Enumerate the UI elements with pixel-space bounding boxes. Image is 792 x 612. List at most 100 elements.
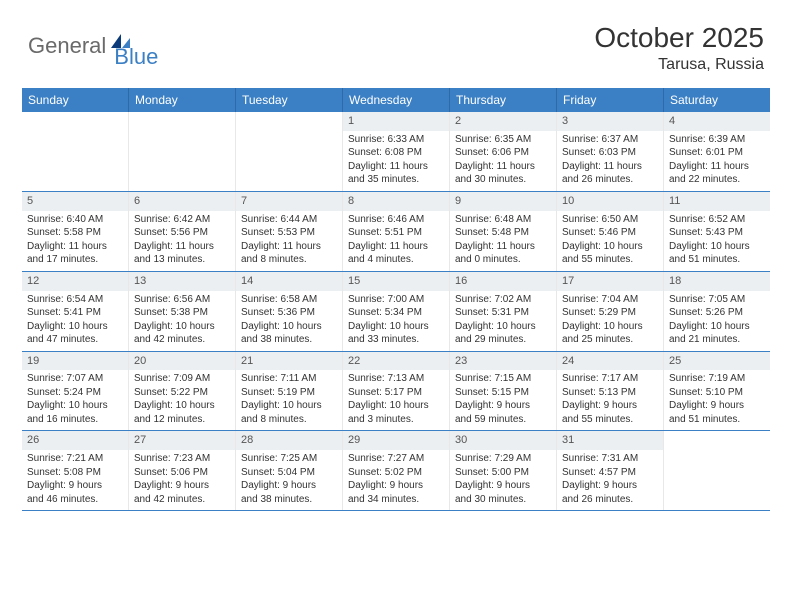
sunrise-text: Sunrise: 6:39 AM (669, 133, 765, 147)
day-number: 25 (664, 352, 770, 371)
day-cell: 29Sunrise: 7:27 AMSunset: 5:02 PMDayligh… (343, 431, 450, 510)
day-details: Sunrise: 7:25 AMSunset: 5:04 PMDaylight:… (236, 450, 342, 510)
day-details: Sunrise: 7:02 AMSunset: 5:31 PMDaylight:… (450, 291, 556, 351)
logo-text-blue: Blue (114, 44, 158, 70)
daylight-text: and 13 minutes. (134, 253, 230, 267)
sunrise-text: Sunrise: 7:09 AM (134, 372, 230, 386)
daylight-text: and 0 minutes. (455, 253, 551, 267)
day-cell: 6Sunrise: 6:42 AMSunset: 5:56 PMDaylight… (129, 192, 236, 271)
sunrise-text: Sunrise: 7:31 AM (562, 452, 658, 466)
sunset-text: Sunset: 5:53 PM (241, 226, 337, 240)
daylight-text: and 55 minutes. (562, 253, 658, 267)
daylight-text: and 33 minutes. (348, 333, 444, 347)
day-details: Sunrise: 6:33 AMSunset: 6:08 PMDaylight:… (343, 131, 449, 191)
daylight-text: Daylight: 10 hours (134, 320, 230, 334)
sunrise-text: Sunrise: 6:46 AM (348, 213, 444, 227)
day-cell: 7Sunrise: 6:44 AMSunset: 5:53 PMDaylight… (236, 192, 343, 271)
daylight-text: Daylight: 11 hours (348, 240, 444, 254)
day-cell (129, 112, 236, 191)
day-number: 3 (557, 112, 663, 131)
daylight-text: Daylight: 10 hours (348, 399, 444, 413)
day-number: 21 (236, 352, 342, 371)
daylight-text: Daylight: 11 hours (241, 240, 337, 254)
day-details: Sunrise: 7:29 AMSunset: 5:00 PMDaylight:… (450, 450, 556, 510)
daylight-text: Daylight: 11 hours (455, 160, 551, 174)
sunrise-text: Sunrise: 7:29 AM (455, 452, 551, 466)
week-row: 26Sunrise: 7:21 AMSunset: 5:08 PMDayligh… (22, 431, 770, 511)
sunset-text: Sunset: 5:51 PM (348, 226, 444, 240)
day-number: 24 (557, 352, 663, 371)
weekday-header: Sunday (22, 88, 129, 112)
day-cell: 18Sunrise: 7:05 AMSunset: 5:26 PMDayligh… (664, 272, 770, 351)
day-number: 20 (129, 352, 235, 371)
daylight-text: Daylight: 10 hours (134, 399, 230, 413)
header: General Blue October 2025 Tarusa, Russia (0, 0, 792, 82)
daylight-text: Daylight: 10 hours (669, 320, 765, 334)
daylight-text: Daylight: 10 hours (241, 320, 337, 334)
day-cell: 21Sunrise: 7:11 AMSunset: 5:19 PMDayligh… (236, 352, 343, 431)
sunrise-text: Sunrise: 7:25 AM (241, 452, 337, 466)
day-cell: 8Sunrise: 6:46 AMSunset: 5:51 PMDaylight… (343, 192, 450, 271)
day-cell: 22Sunrise: 7:13 AMSunset: 5:17 PMDayligh… (343, 352, 450, 431)
daylight-text: and 21 minutes. (669, 333, 765, 347)
sunset-text: Sunset: 5:38 PM (134, 306, 230, 320)
sunset-text: Sunset: 5:13 PM (562, 386, 658, 400)
day-cell: 25Sunrise: 7:19 AMSunset: 5:10 PMDayligh… (664, 352, 770, 431)
day-details: Sunrise: 6:40 AMSunset: 5:58 PMDaylight:… (22, 211, 128, 271)
day-number: 12 (22, 272, 128, 291)
daylight-text: and 22 minutes. (669, 173, 765, 187)
day-details: Sunrise: 6:46 AMSunset: 5:51 PMDaylight:… (343, 211, 449, 271)
daylight-text: and 8 minutes. (241, 413, 337, 427)
weekday-header: Saturday (664, 88, 770, 112)
day-number: 23 (450, 352, 556, 371)
sunrise-text: Sunrise: 6:37 AM (562, 133, 658, 147)
daylight-text: Daylight: 9 hours (455, 399, 551, 413)
sunset-text: Sunset: 5:36 PM (241, 306, 337, 320)
day-cell (236, 112, 343, 191)
sunrise-text: Sunrise: 6:54 AM (27, 293, 123, 307)
sunset-text: Sunset: 5:04 PM (241, 466, 337, 480)
day-details: Sunrise: 7:17 AMSunset: 5:13 PMDaylight:… (557, 370, 663, 430)
sunrise-text: Sunrise: 6:44 AM (241, 213, 337, 227)
day-cell: 17Sunrise: 7:04 AMSunset: 5:29 PMDayligh… (557, 272, 664, 351)
sunrise-text: Sunrise: 6:42 AM (134, 213, 230, 227)
daylight-text: and 47 minutes. (27, 333, 123, 347)
sunset-text: Sunset: 5:26 PM (669, 306, 765, 320)
day-cell: 5Sunrise: 6:40 AMSunset: 5:58 PMDaylight… (22, 192, 129, 271)
title-block: October 2025 Tarusa, Russia (594, 22, 764, 74)
day-cell: 3Sunrise: 6:37 AMSunset: 6:03 PMDaylight… (557, 112, 664, 191)
daylight-text: and 16 minutes. (27, 413, 123, 427)
day-details: Sunrise: 6:56 AMSunset: 5:38 PMDaylight:… (129, 291, 235, 351)
day-number: 19 (22, 352, 128, 371)
sunrise-text: Sunrise: 7:04 AM (562, 293, 658, 307)
day-details: Sunrise: 7:11 AMSunset: 5:19 PMDaylight:… (236, 370, 342, 430)
daylight-text: and 42 minutes. (134, 493, 230, 507)
weekday-header: Wednesday (343, 88, 450, 112)
day-cell: 19Sunrise: 7:07 AMSunset: 5:24 PMDayligh… (22, 352, 129, 431)
day-number: 26 (22, 431, 128, 450)
sunset-text: Sunset: 5:43 PM (669, 226, 765, 240)
daylight-text: Daylight: 10 hours (562, 240, 658, 254)
sunset-text: Sunset: 5:10 PM (669, 386, 765, 400)
day-details: Sunrise: 7:05 AMSunset: 5:26 PMDaylight:… (664, 291, 770, 351)
day-details: Sunrise: 7:04 AMSunset: 5:29 PMDaylight:… (557, 291, 663, 351)
day-details: Sunrise: 7:15 AMSunset: 5:15 PMDaylight:… (450, 370, 556, 430)
day-details: Sunrise: 6:54 AMSunset: 5:41 PMDaylight:… (22, 291, 128, 351)
daylight-text: Daylight: 10 hours (348, 320, 444, 334)
day-cell: 10Sunrise: 6:50 AMSunset: 5:46 PMDayligh… (557, 192, 664, 271)
daylight-text: Daylight: 11 hours (27, 240, 123, 254)
daylight-text: Daylight: 10 hours (562, 320, 658, 334)
daylight-text: and 4 minutes. (348, 253, 444, 267)
sunset-text: Sunset: 5:08 PM (27, 466, 123, 480)
daylight-text: and 46 minutes. (27, 493, 123, 507)
daylight-text: Daylight: 10 hours (455, 320, 551, 334)
daylight-text: Daylight: 11 hours (562, 160, 658, 174)
daylight-text: and 38 minutes. (241, 493, 337, 507)
day-details: Sunrise: 6:44 AMSunset: 5:53 PMDaylight:… (236, 211, 342, 271)
day-details: Sunrise: 6:39 AMSunset: 6:01 PMDaylight:… (664, 131, 770, 191)
sunrise-text: Sunrise: 7:17 AM (562, 372, 658, 386)
daylight-text: and 35 minutes. (348, 173, 444, 187)
daylight-text: Daylight: 9 hours (134, 479, 230, 493)
day-cell: 14Sunrise: 6:58 AMSunset: 5:36 PMDayligh… (236, 272, 343, 351)
daylight-text: and 34 minutes. (348, 493, 444, 507)
